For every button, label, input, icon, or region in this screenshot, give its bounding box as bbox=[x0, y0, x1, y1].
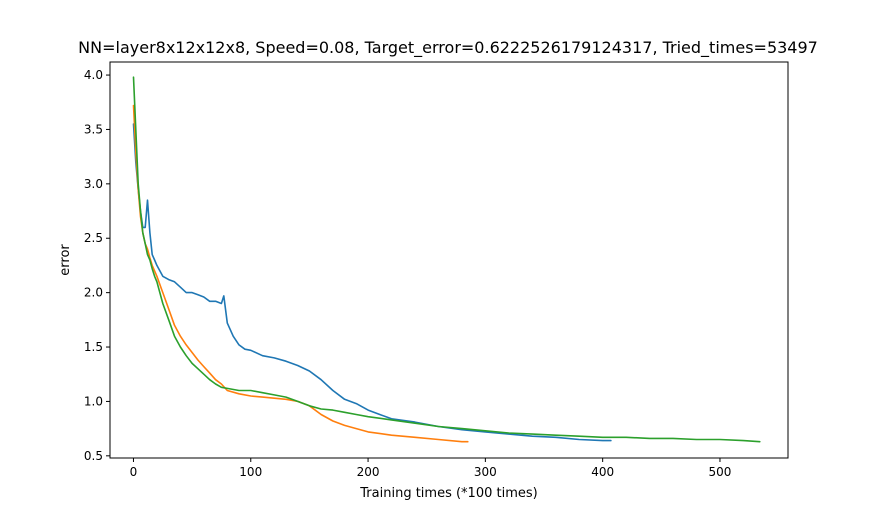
ticks-layer: 0 100 200 300 400 500 0.5 1.0 1.5 2.0 2.5 3.0 3.5 4.0 bbox=[84, 68, 732, 479]
series-layer bbox=[132, 76, 761, 443]
x-tick-label: 0 bbox=[130, 465, 138, 479]
y-tick-label: 3.5 bbox=[84, 122, 103, 136]
y-tick-label: 1.5 bbox=[84, 340, 103, 354]
x-tick-label: 300 bbox=[474, 465, 497, 479]
series-line-3 bbox=[132, 76, 761, 443]
y-tick-label: 0.5 bbox=[84, 449, 103, 463]
plot-frame bbox=[109, 61, 789, 459]
x-tick-label: 200 bbox=[357, 465, 380, 479]
y-tick-label: 4.0 bbox=[84, 68, 103, 82]
x-tick-label: 100 bbox=[239, 465, 262, 479]
y-tick-label: 2.0 bbox=[84, 286, 103, 300]
y-tick-label: 2.5 bbox=[84, 231, 103, 245]
series-line-2 bbox=[132, 104, 469, 443]
x-tick-label: 400 bbox=[591, 465, 614, 479]
x-tick-label: 500 bbox=[709, 465, 732, 479]
y-tick-label: 3.0 bbox=[84, 177, 103, 191]
y-tick-label: 1.0 bbox=[84, 394, 103, 408]
x-axis-label: Training times (*100 times) bbox=[359, 486, 537, 501]
y-axis-label: error bbox=[58, 244, 73, 276]
chart-title: NN=layer8x12x12x8, Speed=0.08, Target_er… bbox=[78, 38, 818, 58]
